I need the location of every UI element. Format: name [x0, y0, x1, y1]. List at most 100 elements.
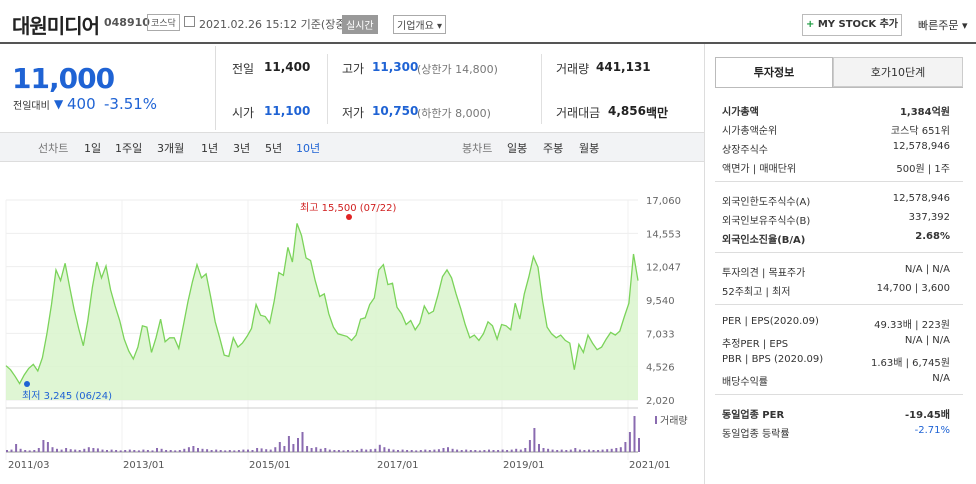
- volume-bar: [424, 449, 427, 452]
- tab-daily-candle[interactable]: 일봉: [507, 142, 528, 155]
- volume-bar: [56, 448, 58, 452]
- volume-bar: [469, 450, 472, 452]
- volume-bar: [515, 448, 518, 452]
- volume-bar: [251, 450, 254, 452]
- volume-bar: [542, 448, 545, 452]
- volume-bar: [569, 449, 572, 452]
- volume-bar: [10, 449, 13, 452]
- volume-bar: [287, 436, 290, 452]
- volume-bar: [224, 450, 227, 452]
- price-chart[interactable]: 17,060 14,553 12,047 9,540 7,033 4,526 2,020 2…: [0, 190, 704, 480]
- volume-bar: [456, 449, 459, 452]
- volume-bar: [460, 450, 463, 452]
- week52-value: 14,700 | 3,600: [876, 283, 950, 294]
- volume-bar: [506, 450, 509, 452]
- volume-bar: [524, 448, 527, 452]
- volume-bar: [183, 448, 186, 452]
- dividend-value: N/A: [932, 373, 950, 384]
- volume-bar: [192, 446, 195, 452]
- plus-icon: +: [805, 19, 818, 30]
- volume-bar: [583, 450, 586, 452]
- volume-bar: [365, 449, 368, 452]
- volume-bar: [256, 448, 259, 452]
- foreign-ratio-label: 외국인소진율(B/A): [722, 235, 806, 246]
- volume-bar: [174, 450, 177, 452]
- volume-bar: [106, 450, 108, 452]
- tab-5y[interactable]: 5년: [265, 142, 283, 155]
- volume-bar: [638, 438, 640, 452]
- stock-name: 대원미디어: [12, 14, 100, 38]
- low-value: 10,750: [372, 104, 419, 118]
- company-info-dropdown[interactable]: 기업개요 ▾: [393, 15, 446, 34]
- per-label: PER | EPS(2020.09): [722, 316, 819, 327]
- volume-bar: [510, 449, 513, 452]
- volume-bar: [297, 438, 299, 452]
- tab-1y[interactable]: 1년: [201, 142, 219, 155]
- volume-bar: [451, 448, 454, 452]
- volume-bar: [319, 448, 322, 452]
- stock-header: [0, 0, 976, 44]
- volume-bar: [601, 449, 604, 452]
- y-tick-label: 4,526: [646, 363, 675, 374]
- volume-bar: [397, 450, 399, 452]
- amount-unit: 백만: [646, 106, 669, 120]
- est-per-label: 추정PER | EPS: [722, 339, 789, 350]
- sector-change-label[interactable]: 동일업종 등락률: [722, 429, 790, 440]
- add-my-stock-button[interactable]: + MY STOCK 추가: [802, 14, 902, 36]
- tab-3m[interactable]: 3개월: [157, 142, 185, 155]
- volume-bar: [42, 440, 45, 452]
- volume-bar: [578, 449, 581, 452]
- divider: [327, 54, 328, 124]
- market-cap-rank-label[interactable]: 시가총액순위: [722, 126, 778, 137]
- quick-order-dropdown[interactable]: 빠른주문 ▾: [918, 19, 968, 32]
- min-label: 최저 3,245 (06/24): [22, 390, 112, 402]
- sector-per-label[interactable]: 동일업종 PER: [722, 410, 785, 421]
- par-value: 500원 | 1주: [896, 164, 950, 175]
- volume-value: 441,131: [596, 60, 651, 74]
- volume-bar: [574, 448, 577, 452]
- y-tick-label: 12,047: [646, 263, 681, 274]
- volume-bar: [78, 450, 81, 452]
- volume-bar: [142, 449, 145, 452]
- volume-bar: [556, 450, 559, 452]
- volume-bar: [356, 450, 359, 452]
- volume-bar: [610, 448, 613, 452]
- tab-quote-10[interactable]: 호가10단계: [833, 57, 963, 87]
- tab-weekly-candle[interactable]: 주봉: [543, 142, 564, 155]
- volume-bar: [19, 448, 22, 452]
- volume-bar: [615, 448, 618, 452]
- volume-bar: [146, 450, 149, 452]
- x-tick-label: 2021/01: [629, 460, 671, 471]
- tab-10y[interactable]: 10년: [296, 142, 321, 155]
- high-value: 11,300: [372, 60, 419, 74]
- tab-3y[interactable]: 3년: [233, 142, 251, 155]
- volume-bar: [96, 448, 99, 452]
- foreign-limit-label: 외국인한도주식수(A): [722, 197, 811, 208]
- volume-bar: [133, 450, 136, 452]
- open-label: 시가: [232, 106, 255, 120]
- tab-1d[interactable]: 1일: [84, 142, 102, 155]
- panel-divider: [704, 44, 705, 484]
- divider: [541, 54, 542, 124]
- volume-bar: [588, 449, 590, 452]
- market-cap-rank-value: 코스닥 651위: [890, 126, 950, 137]
- volume-bar: [374, 448, 377, 452]
- tab-monthly-candle[interactable]: 월봉: [579, 142, 600, 155]
- tab-1w[interactable]: 1주일: [115, 142, 143, 155]
- volume-bar: [247, 449, 249, 452]
- volume-bar: [633, 416, 636, 452]
- volume-bar: [65, 448, 68, 452]
- tab-invest-info[interactable]: 투자정보: [715, 57, 833, 87]
- volume-bar: [310, 448, 313, 452]
- divider: [715, 181, 963, 182]
- volume-bar: [51, 447, 54, 452]
- volume-bar: [360, 448, 363, 452]
- volume-bar: [624, 442, 627, 452]
- y-tick-label: 9,540: [646, 296, 675, 307]
- volume-bar: [551, 449, 554, 452]
- price-box: [0, 46, 216, 130]
- volume-bar: [337, 450, 340, 452]
- shares-value: 12,578,946: [892, 141, 950, 152]
- realtime-badge[interactable]: 실시간: [342, 15, 378, 34]
- volume-bar: [169, 450, 172, 452]
